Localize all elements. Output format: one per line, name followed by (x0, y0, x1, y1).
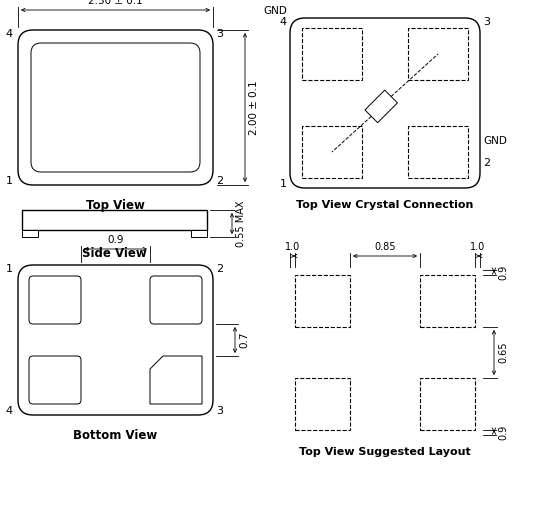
Text: 3: 3 (216, 406, 223, 416)
Bar (295, 378, 350, 430)
Bar (365, 90, 397, 123)
Text: 2.50 ± 0.1: 2.50 ± 0.1 (88, 0, 143, 6)
Text: 0.9: 0.9 (498, 425, 508, 440)
Bar (408, 28, 468, 80)
Text: 2: 2 (216, 264, 223, 274)
Text: 0.9: 0.9 (107, 235, 124, 245)
FancyBboxPatch shape (290, 18, 480, 188)
Bar (420, 378, 475, 430)
Text: 0.65: 0.65 (498, 342, 508, 363)
Text: 1: 1 (6, 176, 13, 186)
Text: 2: 2 (483, 158, 490, 168)
Text: 0.7: 0.7 (239, 332, 249, 348)
Bar (22, 230, 38, 237)
Text: Top View: Top View (86, 199, 145, 212)
Text: 1.0: 1.0 (470, 242, 485, 252)
Text: Top View Crystal Connection: Top View Crystal Connection (296, 200, 474, 210)
Text: 1: 1 (280, 179, 287, 189)
Bar (302, 28, 362, 80)
Text: 4: 4 (6, 406, 13, 416)
Text: 3: 3 (216, 29, 223, 39)
Bar (420, 275, 475, 327)
Text: 1.0: 1.0 (285, 242, 300, 252)
Text: Side View: Side View (82, 247, 147, 260)
Bar (295, 275, 350, 327)
Text: Top View Suggested Layout: Top View Suggested Layout (299, 447, 471, 457)
Text: 0.9: 0.9 (498, 265, 508, 280)
Text: Bottom View: Bottom View (73, 429, 158, 442)
Text: 2: 2 (216, 176, 223, 186)
FancyBboxPatch shape (18, 30, 213, 185)
Bar (22, 210, 207, 230)
Bar (302, 126, 362, 178)
Text: GND: GND (483, 136, 507, 146)
Text: 0.55 MAX: 0.55 MAX (236, 200, 246, 247)
FancyBboxPatch shape (18, 265, 213, 415)
Bar (408, 126, 468, 178)
Bar (191, 230, 207, 237)
Text: 1: 1 (6, 264, 13, 274)
Text: 0.85: 0.85 (374, 242, 396, 252)
Text: GND: GND (263, 6, 287, 16)
Text: 4: 4 (6, 29, 13, 39)
Text: 4: 4 (280, 17, 287, 27)
Text: 2.00 ± 0.1: 2.00 ± 0.1 (249, 80, 259, 135)
Text: 3: 3 (483, 17, 490, 27)
